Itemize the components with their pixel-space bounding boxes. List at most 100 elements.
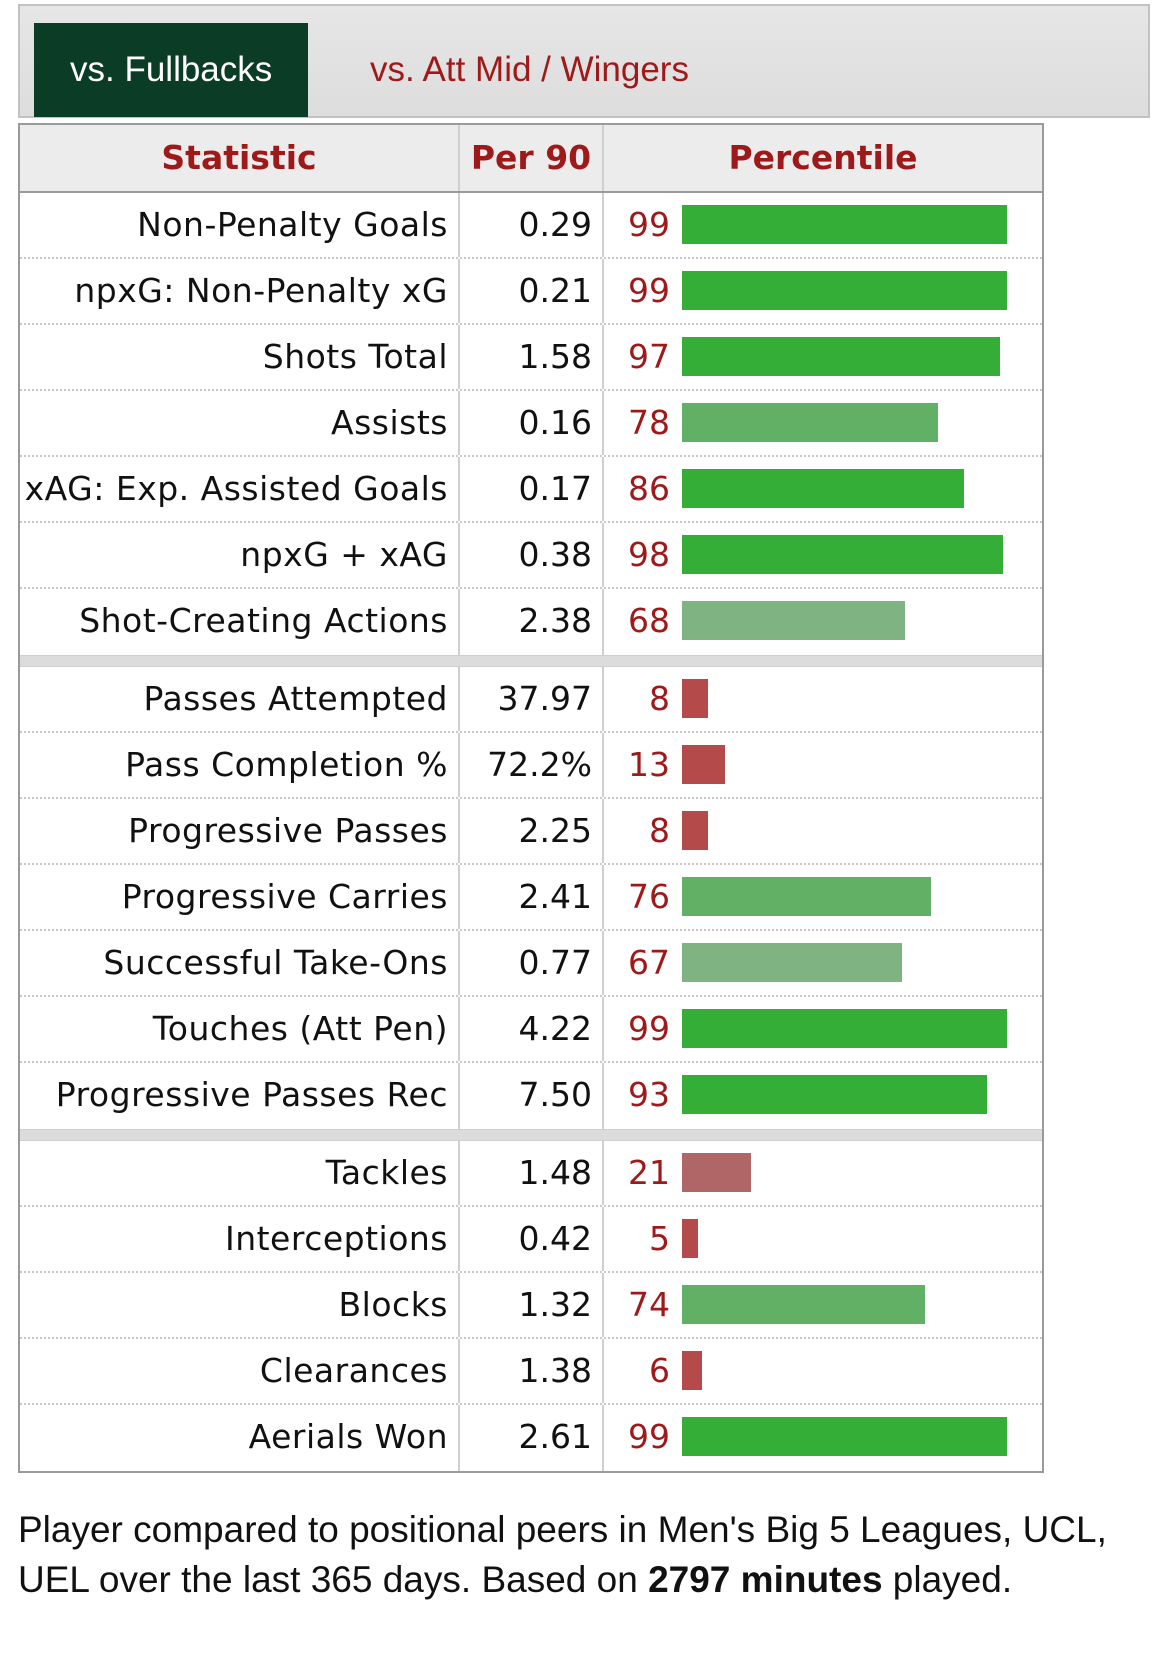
per90-value: 37.97 bbox=[460, 667, 604, 731]
percentile-value: 8 bbox=[649, 679, 670, 718]
per90-value: 1.48 bbox=[460, 1141, 604, 1205]
percentile-bar bbox=[682, 1351, 702, 1390]
percentile-bar bbox=[682, 877, 931, 916]
table-row: Shots Total 1.58 97 bbox=[20, 325, 1042, 391]
percentile-cell: 86 bbox=[604, 457, 1042, 521]
percentile-cell: 67 bbox=[604, 931, 1042, 995]
table-row: Clearances 1.38 6 bbox=[20, 1339, 1042, 1405]
header-statistic[interactable]: Statistic bbox=[20, 125, 460, 191]
per90-value: 1.38 bbox=[460, 1339, 604, 1403]
percentile-value: 97 bbox=[628, 337, 670, 376]
percentile-value: 98 bbox=[628, 535, 670, 574]
per90-value: 2.41 bbox=[460, 865, 604, 929]
per90-value: 1.58 bbox=[460, 325, 604, 389]
percentile-value: 13 bbox=[628, 745, 670, 784]
per90-value: 1.32 bbox=[460, 1273, 604, 1337]
percentile-bar bbox=[682, 679, 708, 718]
percentile-cell: 74 bbox=[604, 1273, 1042, 1337]
stat-label: Progressive Passes Rec bbox=[20, 1063, 460, 1129]
header-per90[interactable]: Per 90 bbox=[460, 125, 604, 191]
stat-label: Successful Take-Ons bbox=[20, 931, 460, 995]
percentile-cell: 13 bbox=[604, 733, 1042, 797]
tab-vs-fullbacks[interactable]: vs. Fullbacks bbox=[34, 23, 309, 117]
table-row: xAG: Exp. Assisted Goals 0.17 86 bbox=[20, 457, 1042, 523]
percentile-value: 76 bbox=[628, 877, 670, 916]
table-row: Pass Completion % 72.2% 13 bbox=[20, 733, 1042, 799]
per90-value: 2.25 bbox=[460, 799, 604, 863]
table-row: Progressive Carries 2.41 76 bbox=[20, 865, 1042, 931]
per90-value: 72.2% bbox=[460, 733, 604, 797]
table-row: Progressive Passes 2.25 8 bbox=[20, 799, 1042, 865]
percentile-value: 67 bbox=[628, 943, 670, 982]
stat-label: Interceptions bbox=[20, 1207, 460, 1271]
per90-value: 0.17 bbox=[460, 457, 604, 521]
table-row: Touches (Att Pen) 4.22 99 bbox=[20, 997, 1042, 1063]
stat-label: Aerials Won bbox=[20, 1405, 460, 1471]
percentile-value: 93 bbox=[628, 1075, 670, 1114]
percentile-bar bbox=[682, 1417, 1007, 1456]
table-row: Shot-Creating Actions 2.38 68 bbox=[20, 589, 1042, 655]
percentile-cell: 5 bbox=[604, 1207, 1042, 1271]
table-body: Non-Penalty Goals 0.29 99 npxG: Non-Penalty… bbox=[20, 193, 1042, 1471]
per90-value: 2.61 bbox=[460, 1405, 604, 1471]
per90-value: 4.22 bbox=[460, 997, 604, 1061]
table-row: Non-Penalty Goals 0.29 99 bbox=[20, 193, 1042, 259]
percentile-cell: 8 bbox=[604, 667, 1042, 731]
percentile-cell: 78 bbox=[604, 391, 1042, 455]
percentile-bar bbox=[682, 337, 1000, 376]
percentile-bar bbox=[682, 601, 905, 640]
footer-text: Player compared to positional peers in M… bbox=[18, 1509, 1107, 1600]
percentile-cell: 8 bbox=[604, 799, 1042, 863]
percentile-cell: 98 bbox=[604, 523, 1042, 587]
percentile-cell: 68 bbox=[604, 589, 1042, 655]
table-header: Statistic Per 90 Percentile bbox=[20, 125, 1042, 193]
per90-value: 0.77 bbox=[460, 931, 604, 995]
stat-label: Non-Penalty Goals bbox=[20, 193, 460, 257]
table-row: Tackles 1.48 21 bbox=[20, 1141, 1042, 1207]
minutes-label: minutes bbox=[740, 1559, 883, 1600]
table-row: Blocks 1.32 74 bbox=[20, 1273, 1042, 1339]
percentile-bar bbox=[682, 1153, 751, 1192]
per90-value: 0.42 bbox=[460, 1207, 604, 1271]
table-row: Successful Take-Ons 0.77 67 bbox=[20, 931, 1042, 997]
group-separator bbox=[20, 1129, 1042, 1141]
stat-label: Tackles bbox=[20, 1141, 460, 1205]
table-row: Passes Attempted 37.97 8 bbox=[20, 667, 1042, 733]
percentile-bar bbox=[682, 205, 1007, 244]
percentile-cell: 21 bbox=[604, 1141, 1042, 1205]
percentile-cell: 97 bbox=[604, 325, 1042, 389]
tab-bar: vs. Fullbacks vs. Att Mid / Wingers bbox=[18, 4, 1150, 118]
stat-label: Assists bbox=[20, 391, 460, 455]
stat-label: Progressive Carries bbox=[20, 865, 460, 929]
percentile-bar bbox=[682, 745, 725, 784]
percentile-value: 78 bbox=[628, 403, 670, 442]
per90-value: 0.38 bbox=[460, 523, 604, 587]
percentile-cell: 76 bbox=[604, 865, 1042, 929]
stat-label: Clearances bbox=[20, 1339, 460, 1403]
footer-note: Player compared to positional peers in M… bbox=[18, 1505, 1148, 1605]
table-row: Interceptions 0.42 5 bbox=[20, 1207, 1042, 1273]
stat-label: Shots Total bbox=[20, 325, 460, 389]
stat-label: Passes Attempted bbox=[20, 667, 460, 731]
percentile-bar bbox=[682, 1219, 698, 1258]
percentile-value: 74 bbox=[628, 1285, 670, 1324]
minutes-value: 2797 bbox=[648, 1559, 731, 1600]
table-row: Assists 0.16 78 bbox=[20, 391, 1042, 457]
tab-vs-att-mid-wingers[interactable]: vs. Att Mid / Wingers bbox=[370, 50, 689, 89]
per90-value: 0.21 bbox=[460, 259, 604, 323]
stat-label: Pass Completion % bbox=[20, 733, 460, 797]
header-percentile[interactable]: Percentile bbox=[728, 138, 918, 177]
percentile-value: 21 bbox=[628, 1153, 670, 1192]
per90-value: 0.29 bbox=[460, 193, 604, 257]
percentile-cell: 99 bbox=[604, 193, 1042, 257]
percentile-bar bbox=[682, 469, 964, 508]
percentile-table: Statistic Per 90 Percentile Non-Penalty … bbox=[18, 123, 1044, 1473]
percentile-value: 68 bbox=[628, 601, 670, 640]
stat-label: Blocks bbox=[20, 1273, 460, 1337]
percentile-bar bbox=[682, 1285, 925, 1324]
per90-value: 0.16 bbox=[460, 391, 604, 455]
per90-value: 2.38 bbox=[460, 589, 604, 655]
percentile-cell: 6 bbox=[604, 1339, 1042, 1403]
percentile-cell: 93 bbox=[604, 1063, 1042, 1129]
percentile-bar bbox=[682, 943, 902, 982]
